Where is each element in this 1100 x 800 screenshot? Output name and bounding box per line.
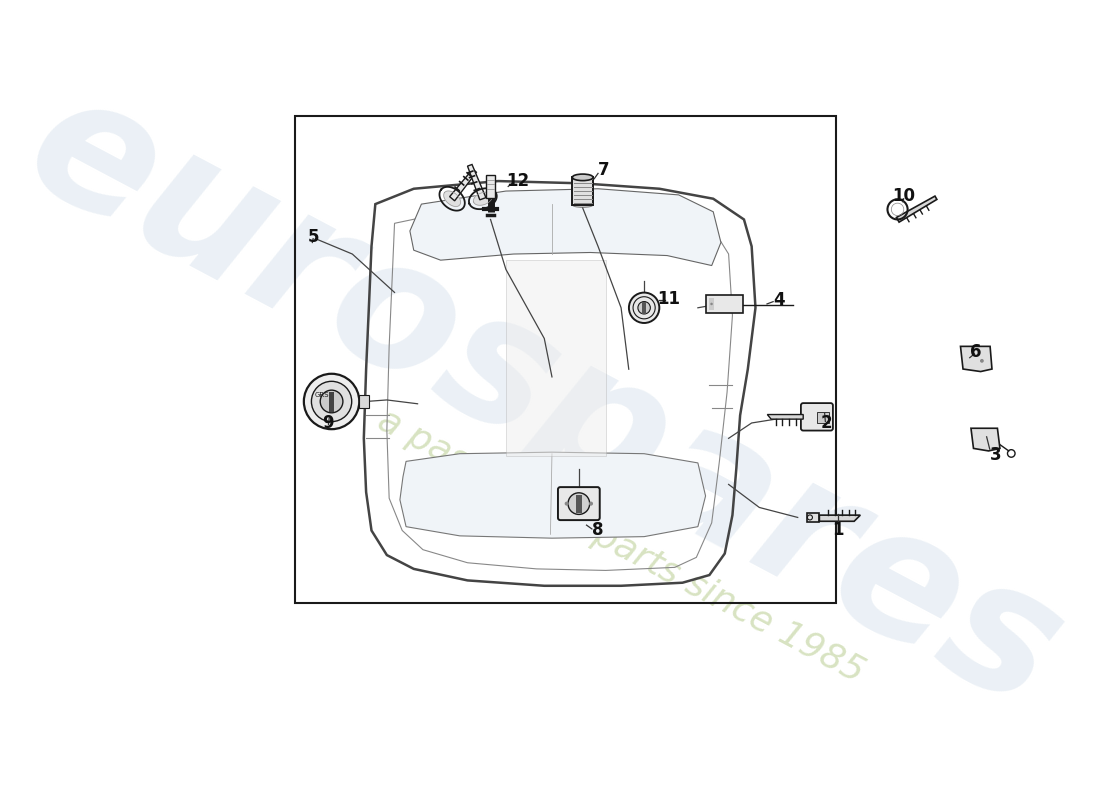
- Bar: [576, 495, 582, 514]
- Circle shape: [311, 382, 352, 422]
- Ellipse shape: [572, 174, 593, 181]
- Text: 5: 5: [308, 228, 320, 246]
- Text: eurospares: eurospares: [0, 54, 1089, 746]
- Bar: [295, 116, 836, 603]
- Text: 7: 7: [597, 161, 609, 178]
- Circle shape: [304, 374, 360, 429]
- FancyBboxPatch shape: [558, 487, 600, 520]
- FancyBboxPatch shape: [801, 403, 833, 430]
- Polygon shape: [410, 189, 720, 266]
- Polygon shape: [960, 346, 992, 371]
- Text: 1: 1: [832, 522, 844, 539]
- Circle shape: [588, 502, 593, 506]
- Bar: [706, 295, 743, 313]
- Bar: [506, 260, 606, 456]
- Text: 4: 4: [773, 291, 785, 309]
- Text: 3: 3: [990, 446, 1002, 464]
- Bar: [572, 178, 593, 205]
- Circle shape: [980, 359, 983, 362]
- Bar: [642, 302, 646, 314]
- Polygon shape: [468, 165, 486, 200]
- Polygon shape: [443, 191, 461, 206]
- Bar: [486, 175, 495, 198]
- Bar: [817, 412, 828, 423]
- Polygon shape: [400, 452, 705, 538]
- Circle shape: [320, 390, 343, 413]
- Circle shape: [638, 302, 650, 314]
- Bar: [329, 392, 334, 412]
- Ellipse shape: [572, 202, 593, 207]
- Text: 12: 12: [506, 172, 529, 190]
- Text: GRS: GRS: [315, 392, 329, 398]
- Circle shape: [568, 493, 590, 514]
- Bar: [806, 513, 820, 522]
- Polygon shape: [473, 192, 492, 206]
- Bar: [708, 298, 714, 310]
- Text: 11: 11: [657, 290, 680, 307]
- Circle shape: [711, 302, 713, 306]
- Polygon shape: [768, 414, 803, 419]
- Polygon shape: [971, 428, 1000, 451]
- Text: 9: 9: [322, 414, 333, 432]
- Polygon shape: [450, 169, 476, 201]
- Text: a passion for parts since 1985: a passion for parts since 1985: [372, 402, 870, 689]
- Circle shape: [564, 502, 569, 506]
- Polygon shape: [820, 515, 860, 522]
- Text: 2: 2: [821, 414, 833, 432]
- Text: 8: 8: [592, 522, 604, 539]
- Polygon shape: [896, 196, 937, 222]
- Circle shape: [629, 293, 659, 323]
- Text: 6: 6: [970, 343, 981, 362]
- Text: 10: 10: [892, 186, 915, 205]
- Bar: [360, 395, 370, 408]
